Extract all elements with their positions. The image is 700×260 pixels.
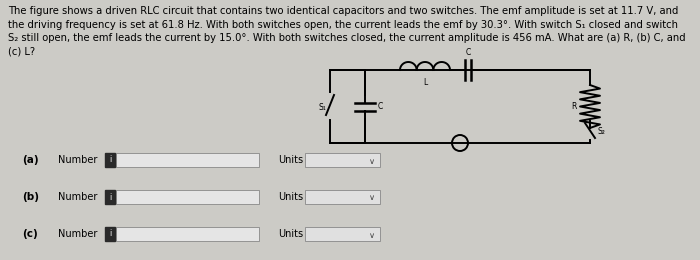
Text: R: R: [572, 102, 577, 111]
Text: ∨: ∨: [369, 193, 375, 203]
Text: C: C: [466, 48, 470, 57]
Text: Units: Units: [278, 229, 303, 239]
Text: (c): (c): [22, 229, 38, 239]
Text: S₁: S₁: [318, 102, 326, 112]
FancyBboxPatch shape: [116, 190, 259, 204]
FancyBboxPatch shape: [105, 227, 115, 241]
Text: (b): (b): [22, 192, 39, 202]
FancyBboxPatch shape: [305, 227, 380, 241]
FancyBboxPatch shape: [116, 227, 259, 241]
FancyBboxPatch shape: [105, 153, 115, 167]
FancyBboxPatch shape: [105, 190, 115, 204]
Text: i: i: [109, 230, 111, 238]
Text: (a): (a): [22, 155, 38, 165]
Text: S₂: S₂: [597, 127, 605, 135]
Text: ∨: ∨: [369, 157, 375, 166]
Text: Units: Units: [278, 192, 303, 202]
Text: Number: Number: [58, 155, 97, 165]
Text: Number: Number: [58, 192, 97, 202]
Text: ∨: ∨: [369, 231, 375, 239]
Text: The figure shows a driven RLC circuit that contains two identical capacitors and: The figure shows a driven RLC circuit th…: [8, 6, 685, 57]
Text: L: L: [423, 78, 427, 87]
Text: Units: Units: [278, 155, 303, 165]
Text: i: i: [109, 155, 111, 165]
Text: C: C: [378, 102, 384, 111]
Text: Number: Number: [58, 229, 97, 239]
Text: i: i: [109, 192, 111, 202]
FancyBboxPatch shape: [305, 190, 380, 204]
FancyBboxPatch shape: [305, 153, 380, 167]
FancyBboxPatch shape: [116, 153, 259, 167]
